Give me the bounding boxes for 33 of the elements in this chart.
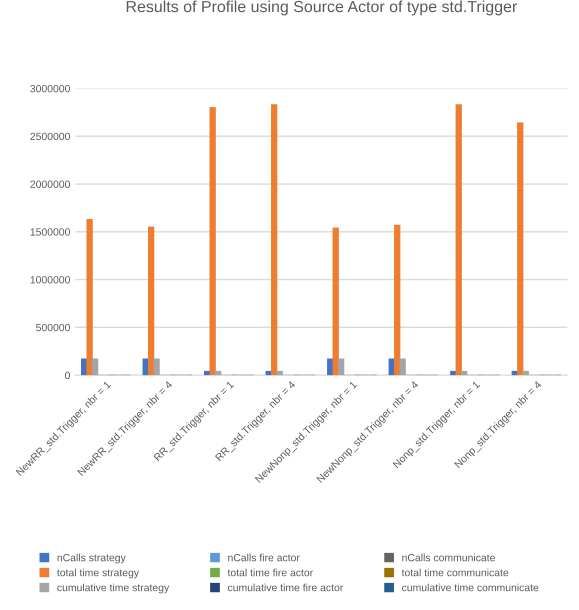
legend-label: nCalls fire actor bbox=[228, 554, 300, 562]
y-tick-label: 3000000 bbox=[30, 84, 70, 92]
y-tick-label: 0 bbox=[65, 372, 70, 380]
bar bbox=[394, 224, 400, 376]
bar bbox=[148, 226, 154, 376]
legend-label: total time fire actor bbox=[228, 568, 314, 576]
bar bbox=[153, 358, 160, 376]
chart-title: Results of Profile using Source Actor of type std.Trigger bbox=[126, 0, 517, 16]
legend-label: cumulative time strategy bbox=[57, 584, 170, 594]
bar bbox=[461, 370, 468, 376]
bar bbox=[276, 370, 283, 376]
bar bbox=[86, 218, 93, 376]
legend-label: cumulative time communicate bbox=[402, 584, 538, 592]
y-tick-label: 1500000 bbox=[30, 228, 70, 236]
bar bbox=[214, 370, 222, 376]
legend-label: total time strategy bbox=[57, 568, 140, 578]
bar bbox=[522, 370, 529, 376]
bar bbox=[338, 358, 344, 376]
y-tick-label: 500000 bbox=[36, 324, 70, 332]
legend-label: cumulative time fire actor bbox=[228, 584, 344, 592]
bar bbox=[271, 104, 278, 376]
legend-label: total time communicate bbox=[402, 568, 508, 576]
y-tick-label: 1000000 bbox=[30, 276, 70, 284]
bar bbox=[210, 107, 216, 376]
bar bbox=[92, 358, 98, 376]
y-tick-label: 2000000 bbox=[30, 180, 70, 188]
y-tick-label: 2500000 bbox=[30, 132, 70, 140]
bar bbox=[517, 122, 524, 376]
legend-label: nCalls communicate bbox=[402, 554, 495, 562]
legend-label: nCalls strategy bbox=[58, 554, 126, 564]
bar bbox=[400, 358, 406, 376]
bar bbox=[456, 104, 462, 376]
bar bbox=[332, 228, 339, 376]
